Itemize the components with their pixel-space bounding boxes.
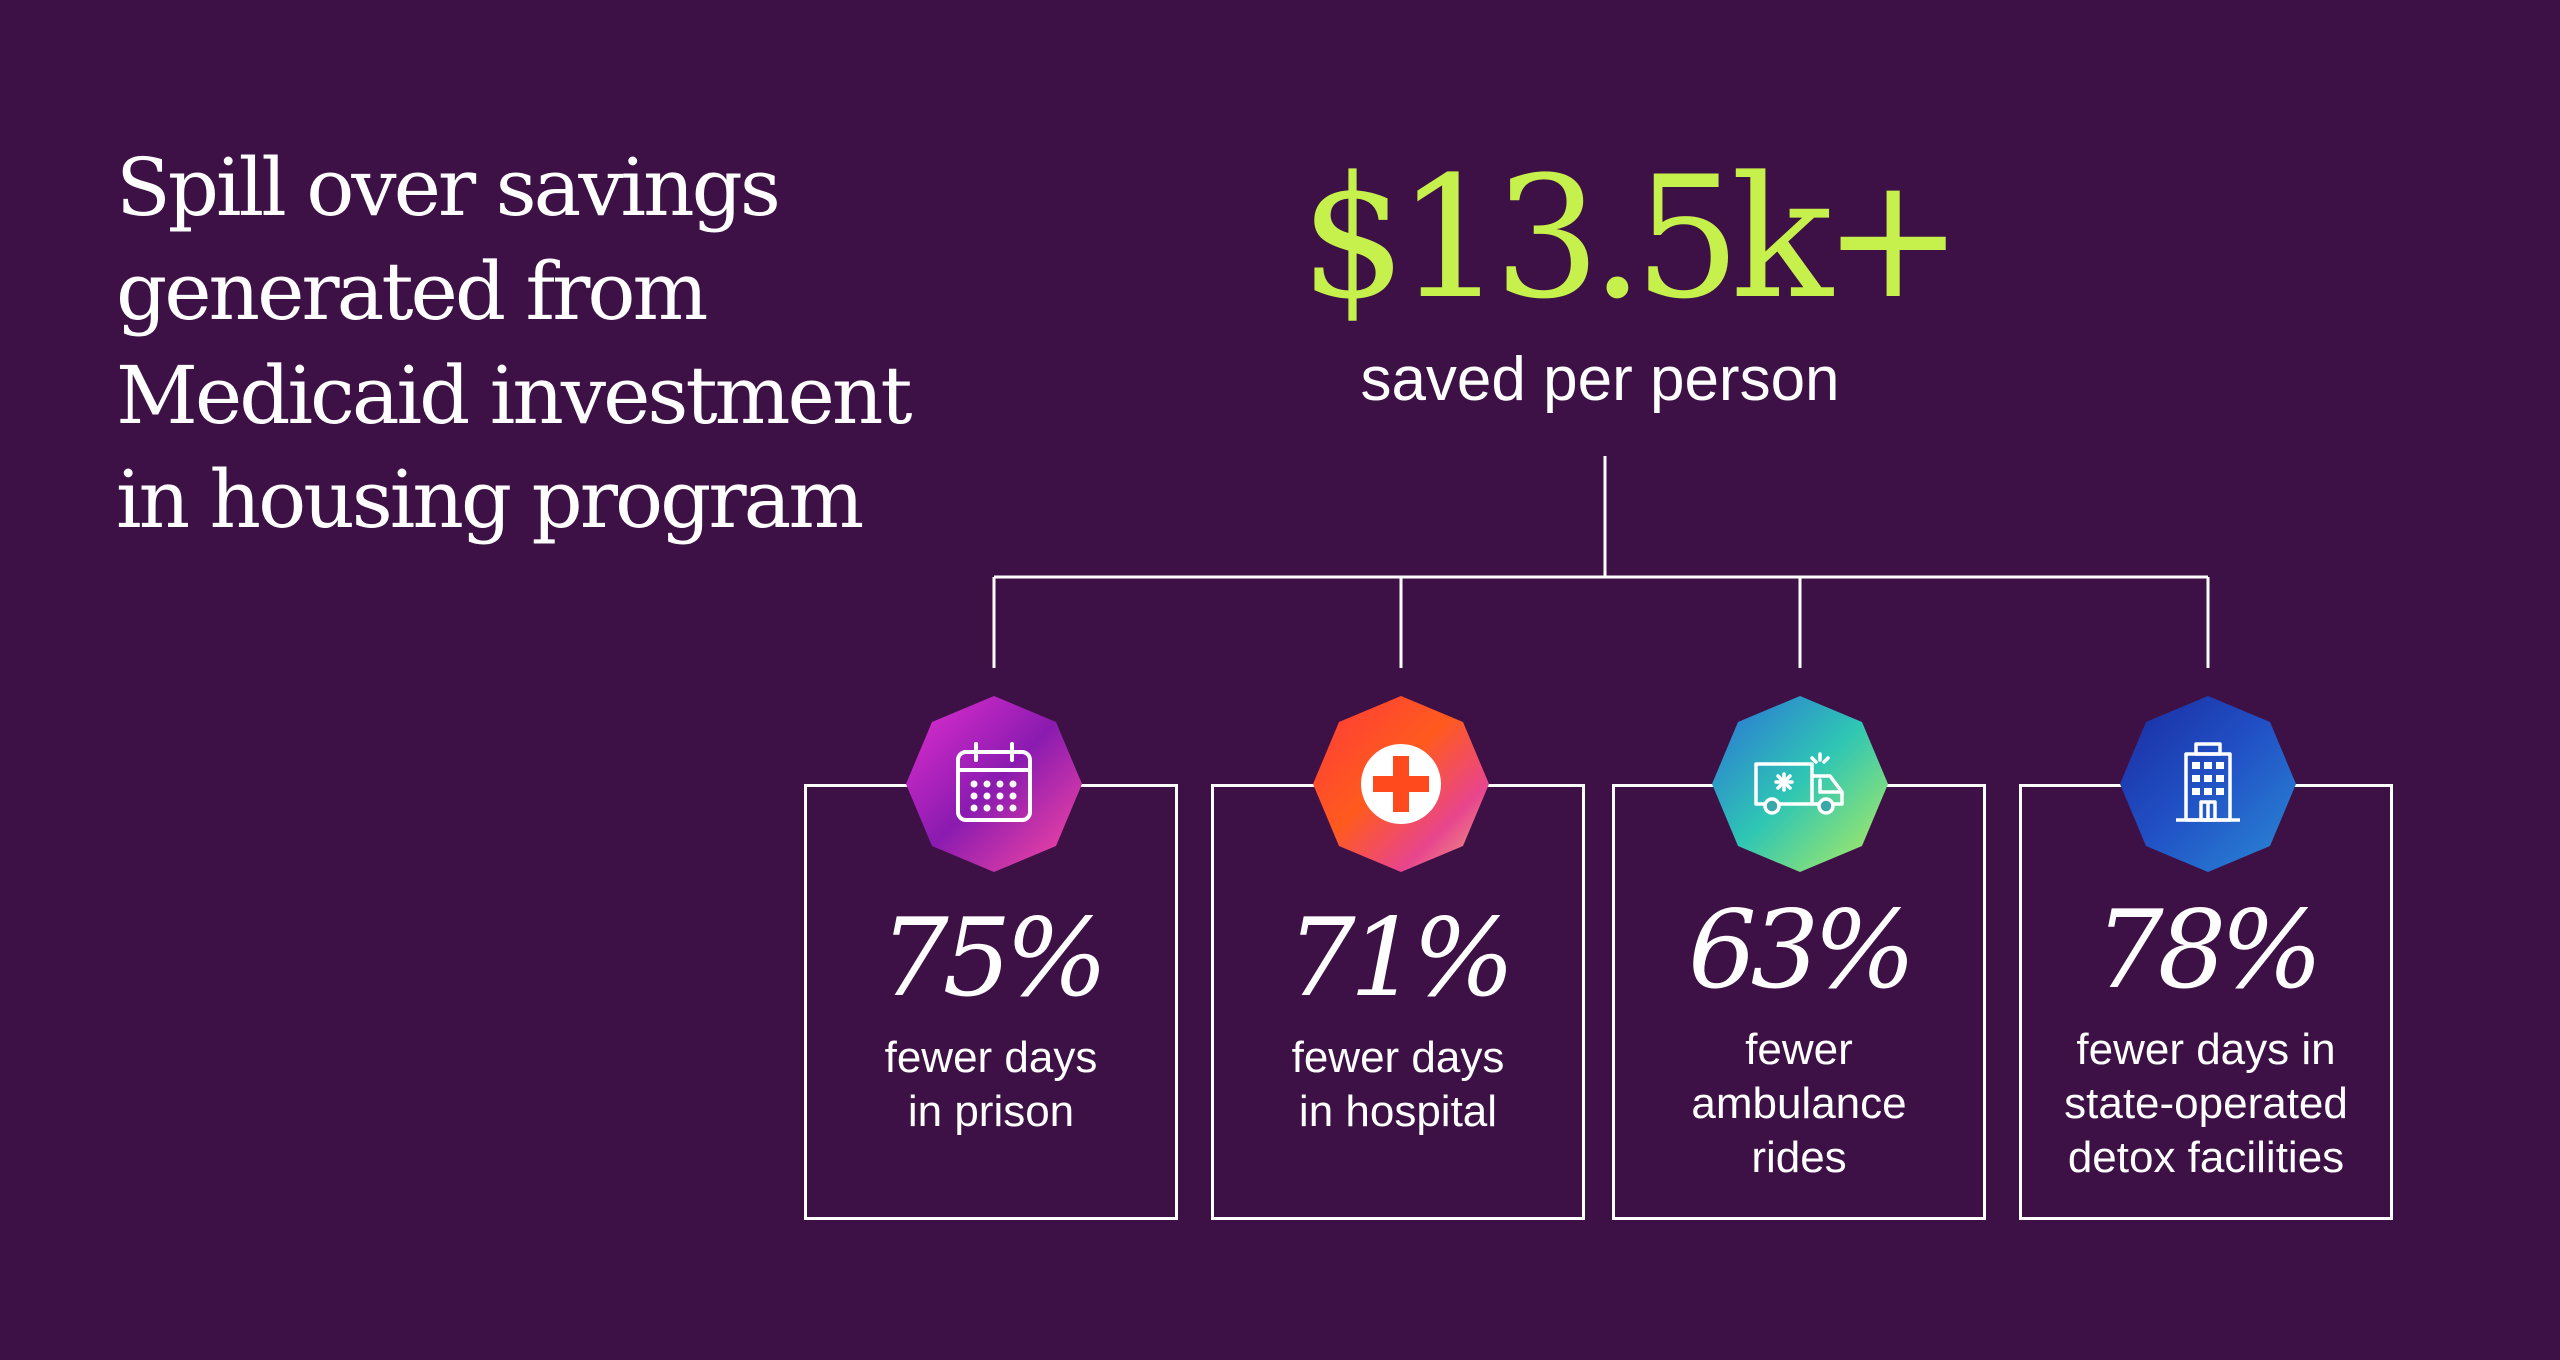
stat-label-line: in hospital bbox=[1298, 1087, 1498, 1136]
building-icon bbox=[2176, 742, 2240, 822]
stat-value: 63% bbox=[1687, 888, 1916, 1013]
stat-label: fewer days in prison bbox=[807, 1031, 1175, 1139]
headline-line: Medicaid investment bbox=[116, 349, 913, 442]
headline-line: generated from bbox=[116, 245, 708, 338]
headline: Spill over savings generated from Medica… bbox=[116, 136, 1016, 552]
stat-label-line: detox facilities bbox=[2067, 1133, 2345, 1182]
stat-label-line: fewer bbox=[1745, 1025, 1853, 1074]
summary-value: $13.5k+ bbox=[1300, 140, 1964, 336]
stat-label-line: in prison bbox=[907, 1087, 1075, 1136]
stat-label-line: rides bbox=[1751, 1133, 1847, 1182]
stat-label: fewer ambulance rides bbox=[1615, 1023, 1983, 1185]
stat-card-prison: 75% fewer days in prison bbox=[804, 784, 1178, 1220]
octagon-badge-shape bbox=[2120, 696, 2296, 872]
building-badge bbox=[2120, 696, 2296, 872]
medical-badge bbox=[1313, 696, 1489, 872]
ambulance-badge bbox=[1712, 696, 1888, 872]
stat-label: fewer days in hospital bbox=[1214, 1031, 1582, 1139]
stat-value: 71% bbox=[1286, 896, 1515, 1021]
ambulance-icon bbox=[1754, 752, 1844, 815]
stat-label-line: fewer days bbox=[884, 1033, 1098, 1082]
stat-label-line: fewer days in bbox=[2076, 1025, 2336, 1074]
octagon-badge-shape bbox=[906, 696, 1082, 872]
stat-label-line: state-operated bbox=[2064, 1079, 2348, 1128]
stat-value: 78% bbox=[2094, 888, 2323, 1013]
headline-line: Spill over savings bbox=[116, 141, 781, 234]
stat-label: fewer days in state-operated detox facil… bbox=[2022, 1023, 2390, 1185]
stat-card-detox: 78% fewer days in state-operated detox f… bbox=[2019, 784, 2393, 1220]
calendar-icon bbox=[956, 742, 1032, 822]
stat-label-line: fewer days bbox=[1291, 1033, 1505, 1082]
calendar-badge bbox=[906, 696, 1082, 872]
octagon-badge-shape bbox=[1712, 696, 1888, 872]
stat-label-line: ambulance bbox=[1691, 1079, 1907, 1128]
summary-label: saved per person bbox=[1360, 345, 1840, 414]
stat-value: 75% bbox=[879, 896, 1108, 1021]
headline-line: in housing program bbox=[116, 453, 864, 546]
stat-card-hospital: 71% fewer days in hospital bbox=[1211, 784, 1585, 1220]
medical-cross-icon bbox=[1361, 744, 1441, 824]
